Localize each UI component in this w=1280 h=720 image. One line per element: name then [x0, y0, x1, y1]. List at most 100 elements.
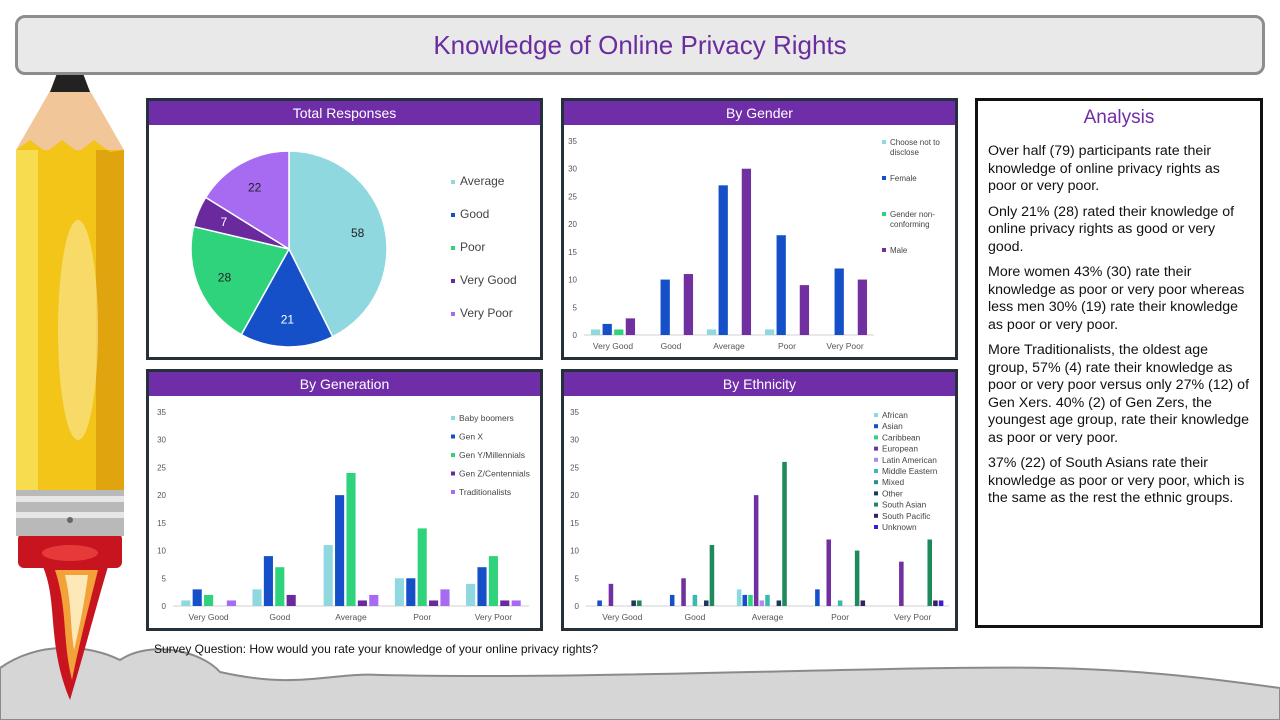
data-label: 22: [248, 180, 262, 194]
bar: [226, 600, 236, 606]
legend-label: European: [882, 444, 918, 454]
legend-marker: [451, 453, 455, 457]
y-tick-label: 10: [157, 547, 166, 556]
y-tick-label: 15: [570, 519, 579, 528]
y-tick-label: 25: [570, 463, 579, 472]
bar: [204, 594, 214, 606]
y-tick-label: 15: [157, 519, 166, 528]
bar: [927, 539, 932, 606]
legend-marker: [874, 446, 878, 451]
legend-marker: [451, 279, 455, 283]
bar: [709, 545, 715, 606]
legend-label: Caribbean: [882, 432, 921, 442]
analysis-panel: Analysis Over half (79) participants rat…: [975, 98, 1263, 628]
legend-label: Traditionalists: [459, 487, 511, 497]
panel-header: By Ethnicity: [564, 372, 955, 396]
pie-slice: [190, 225, 291, 336]
y-tick-label: 5: [573, 303, 578, 312]
bar: [394, 578, 404, 606]
legend-label: Very Good: [460, 273, 517, 287]
x-tick-label: Very Poor: [826, 341, 863, 351]
data-label: 58: [351, 226, 365, 240]
legend-label: Latin American: [882, 455, 937, 465]
panel-by-gender: By Gender 0 5 10 15 20 25 30 35 Very Good Good Ave…: [561, 98, 958, 360]
bar: [417, 528, 427, 606]
bar: [346, 472, 356, 606]
legend-marker: [874, 469, 878, 473]
bar: [511, 600, 521, 606]
bar: [357, 600, 367, 606]
bar: [753, 495, 759, 606]
legend-label: Unknown: [882, 522, 917, 532]
legend-marker: [451, 213, 455, 217]
data-label: 28: [218, 271, 232, 285]
bar: [759, 600, 765, 606]
legend-label: Other: [882, 488, 903, 498]
panel-header: By Gender: [564, 101, 955, 125]
data-label: 7: [220, 215, 227, 229]
chart-title: By Ethnicity: [722, 376, 797, 392]
bar: [854, 550, 860, 606]
y-tick-label: 35: [568, 137, 577, 146]
data-label: 21: [281, 313, 295, 327]
legend-label: Good: [460, 207, 489, 221]
legend-marker: [874, 424, 878, 429]
cloud-band: [0, 646, 1280, 720]
x-tick-label: Poor: [778, 341, 796, 351]
y-tick-label: 30: [157, 436, 166, 445]
legend-marker: [874, 525, 878, 529]
bar: [933, 600, 938, 606]
y-tick-label: 35: [157, 408, 166, 417]
bar: [466, 583, 476, 606]
bar: [440, 589, 450, 606]
legend-label: Poor: [460, 240, 485, 254]
y-tick-label: 20: [570, 491, 579, 500]
chart-title: Total Responses: [292, 105, 397, 121]
analysis-paragraph: Over half (79) participants rate their k…: [988, 143, 1220, 194]
legend-label: conforming: [890, 220, 930, 229]
bar: [776, 235, 786, 335]
bar: [192, 589, 202, 606]
pencil-icon: [16, 60, 124, 700]
bar: [369, 594, 379, 606]
y-tick-label: 35: [570, 408, 579, 417]
bar: [736, 589, 742, 606]
legend-label: Baby boomers: [459, 413, 514, 423]
bar: [637, 600, 642, 606]
bar: [681, 578, 686, 606]
panel-header: By Generation: [149, 372, 540, 396]
legend-marker: [874, 491, 878, 496]
bar: [286, 594, 296, 606]
y-tick-label: 20: [157, 491, 166, 500]
bar: [590, 329, 601, 335]
bar: [263, 556, 273, 606]
legend-label: Choose not to: [890, 138, 940, 147]
bar: [799, 285, 810, 335]
panel-by-generation: By Generation 0 5 10 15 20 25 30 35 Very Good Goo…: [146, 369, 543, 631]
bar: [488, 556, 498, 606]
y-tick-label: 5: [162, 574, 167, 583]
x-tick-label: Very Good: [593, 341, 633, 351]
panel-by-ethnicity: By Ethnicity 0 5 10 15 20 25 30 35 Very Good Good…: [561, 369, 958, 631]
bar: [660, 279, 670, 335]
analysis-paragraph: More women 43% (30) rate their knowledge…: [988, 264, 1245, 333]
pie-slice: [204, 150, 290, 251]
x-tick-label: Good: [269, 612, 290, 622]
analysis-paragraph: 37% (22) of South Asians rate their know…: [988, 455, 1245, 506]
x-tick-label: Good: [661, 341, 682, 351]
y-tick-label: 0: [573, 331, 578, 340]
y-tick-label: 25: [568, 192, 577, 201]
legend-label: Gender non-: [890, 210, 935, 219]
x-tick-label: Very Poor: [475, 612, 512, 622]
x-tick-label: Poor: [413, 612, 431, 622]
legend-label: South Asian: [882, 500, 927, 510]
bar-chart: 0 5 10 15 20 25 30 35 Very Good Good Average Poor Ve…: [570, 408, 949, 622]
chart-title: By Generation: [299, 376, 390, 392]
legend-marker: [882, 248, 886, 252]
page-title: Knowledge of Online Privacy Rights: [433, 29, 847, 60]
bar: [857, 279, 868, 335]
legend-marker: [882, 212, 886, 216]
legend-marker: [451, 246, 455, 250]
bar: [406, 578, 416, 606]
